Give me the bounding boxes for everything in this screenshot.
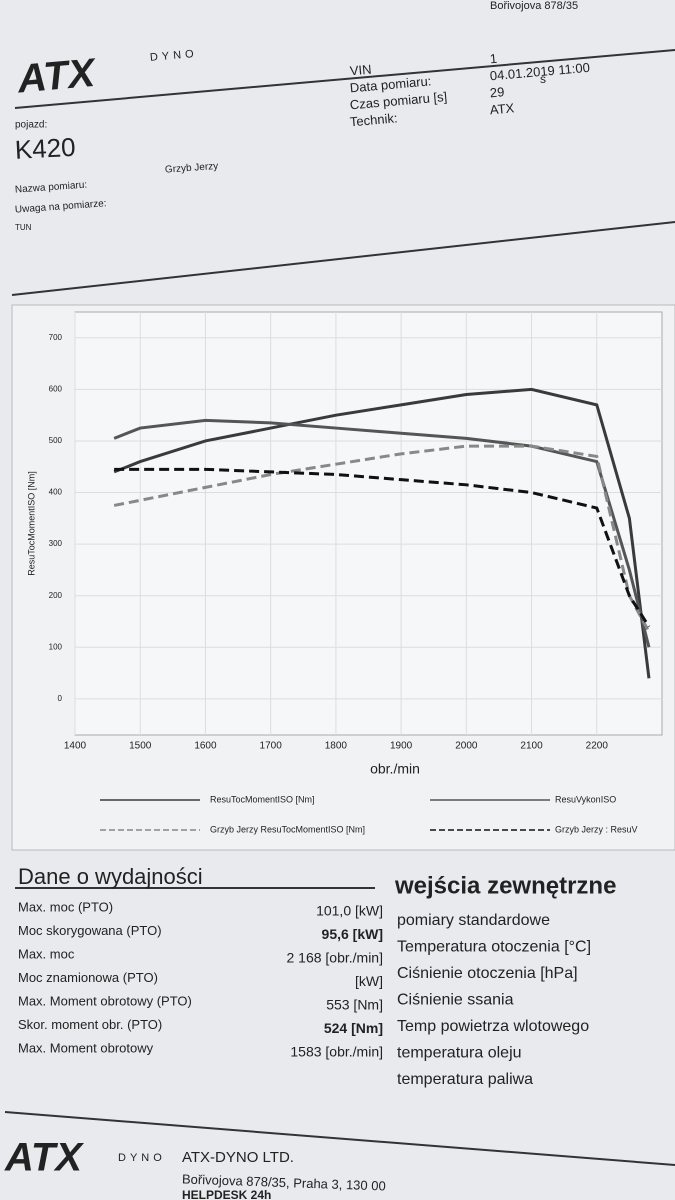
helpdesk: HELPDESK 24h [182, 1188, 271, 1200]
field-value: 29 [489, 84, 505, 100]
row-label: Max. Moment obrotowy [18, 1040, 154, 1055]
x-tick-label: 2100 [520, 741, 543, 752]
row-value: 1583 [obr./min] [290, 1044, 383, 1060]
header-rule [14, 49, 675, 109]
y-tick-label: 300 [49, 539, 63, 548]
legend-label: Grzyb Jerzy : ResuV [555, 824, 638, 834]
unit: s [540, 72, 546, 86]
logo: ATX [4, 1136, 84, 1180]
label: Nazwa pomiaru: [15, 180, 88, 196]
x-tick-label: 1800 [325, 741, 348, 752]
y-tick-label: 400 [49, 488, 63, 497]
field-label: Technik: [349, 110, 398, 129]
logo-sub: DYNO [149, 48, 198, 64]
input-item: Ciśnienie otoczenia [hPa] [397, 965, 578, 982]
header-rule [11, 221, 675, 296]
plot-area [74, 311, 663, 736]
value: TUN [15, 223, 32, 232]
legend-label: ResuVykonISO [555, 794, 616, 804]
series-line [114, 467, 651, 628]
row-label: Max. moc (PTO) [18, 899, 113, 914]
x-tick-label: 1700 [260, 741, 283, 752]
field-label: VIN [349, 62, 372, 79]
field-value: 1 [489, 51, 498, 67]
x-tick-label: 2000 [455, 741, 478, 752]
y-tick-label: 0 [58, 694, 63, 703]
row-label: Moc skorygowana (PTO) [18, 923, 162, 938]
row-label: Moc znamionowa (PTO) [18, 970, 158, 985]
row-value: 524 [Nm] [324, 1020, 383, 1036]
legend-label: Grzyb Jerzy ResuTocMomentISO [Nm] [210, 824, 365, 834]
value: Grzyb Jerzy [165, 161, 219, 176]
logo: ATX [15, 51, 99, 102]
row-value: 2 168 [obr./min] [286, 950, 383, 966]
company: ATX-DYNO LTD. [182, 1149, 294, 1166]
row-value: 553 [Nm] [326, 997, 383, 1013]
row-value: 101,0 [kW] [316, 903, 383, 919]
logo-sub: DYNO [118, 1152, 166, 1164]
x-tick-label: 1400 [64, 741, 87, 752]
address: Bořivojova 878/35, Praha 3, 130 00 [182, 1171, 386, 1193]
row-value: 95,6 [kW] [322, 926, 383, 942]
row-label: Max. Moment obrotowy (PTO) [18, 993, 192, 1008]
x-tick-label: 2200 [586, 741, 609, 752]
series-line [113, 444, 651, 633]
x-tick-label: 1600 [194, 741, 217, 752]
section-title: Dane o wydajności [18, 864, 203, 889]
input-item: pomiary standardowe [397, 912, 550, 929]
series-line [113, 387, 651, 679]
x-tick-label: 1900 [390, 741, 413, 752]
row-label: Max. moc [18, 946, 75, 961]
input-item: Temp powietrza wlotowego [397, 1018, 589, 1035]
input-item: Temperatura otoczenia [°C] [397, 939, 591, 956]
row-label: Skor. moment obr. (PTO) [18, 1017, 162, 1032]
y-tick-label: 600 [49, 384, 63, 393]
x-axis-label: obr./min [370, 761, 420, 777]
field-label: Data pomiaru: [349, 73, 432, 95]
footer-rule [4, 1111, 675, 1166]
field-value: ATX [489, 100, 515, 117]
vehicle: K420 [14, 132, 76, 165]
input-item: Ciśnienie ssania [397, 992, 514, 1009]
address: Bořivojova 878/35 [490, 0, 578, 12]
y-tick-label: 100 [49, 642, 63, 651]
section-title: wejścia zewnętrzne [394, 872, 616, 899]
input-item: temperatura paliwa [397, 1071, 533, 1088]
y-tick-label: 500 [49, 436, 63, 445]
input-item: temperatura oleju [397, 1045, 522, 1062]
label: pojazd: [15, 120, 47, 131]
y-tick-label: 700 [49, 333, 63, 342]
y-tick-label: 200 [49, 591, 63, 600]
legend-label: ResuTocMomentISO [Nm] [210, 794, 315, 804]
row-value: [kW] [355, 973, 383, 989]
y-axis-label: ResuTocMomentISO [Nm] [26, 471, 36, 576]
x-tick-label: 1500 [129, 741, 152, 752]
